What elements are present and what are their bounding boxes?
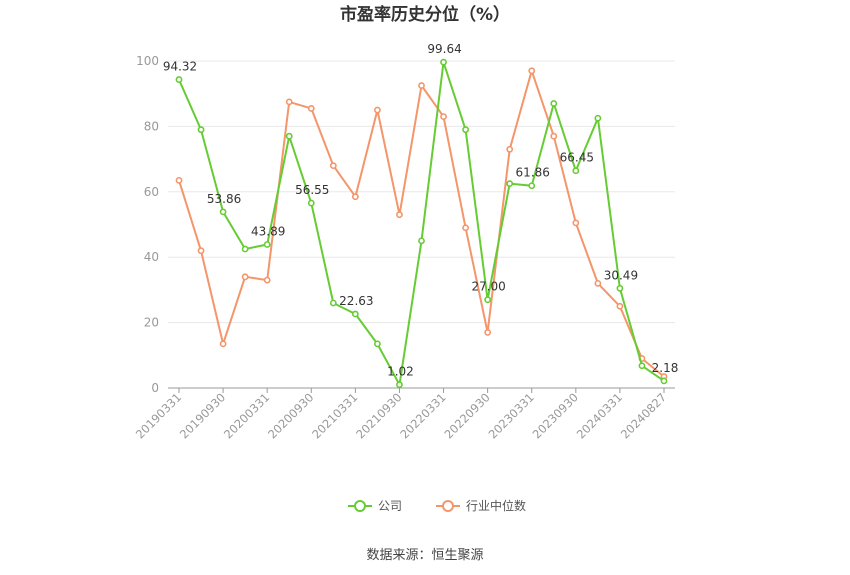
data-point [506, 145, 514, 153]
data-point [374, 340, 381, 348]
x-tick-label: 20230930 [530, 390, 581, 441]
data-label: 43.89 [251, 224, 285, 238]
legend-swatch-marker [354, 500, 366, 512]
source-note: 数据来源：恒生聚源 [366, 548, 483, 563]
data-point [307, 199, 315, 207]
x-tick-label: 20220930 [441, 390, 492, 441]
data-label: 99.64 [427, 42, 461, 56]
legend-label: 公司 [378, 499, 402, 513]
data-point [351, 310, 359, 318]
x-tick-label: 20190331 [133, 390, 184, 441]
data-label: 1.02 [387, 365, 414, 379]
legend[interactable]: 公司 行业中位数 [348, 498, 526, 513]
data-point [263, 276, 271, 284]
data-label: 53.86 [207, 192, 241, 206]
data-point [484, 296, 492, 304]
data-point [550, 100, 558, 107]
y-tick-label: 60 [144, 185, 159, 199]
data-label: 30.49 [604, 268, 638, 282]
x-tick-label: 20210331 [309, 390, 360, 441]
series-line [178, 61, 665, 386]
data-label: 94.32 [163, 60, 197, 74]
x-tick-label: 20200331 [221, 390, 272, 441]
data-label: 61.86 [516, 166, 550, 180]
data-point [241, 245, 249, 253]
data-point [638, 362, 646, 370]
x-tick-label: 20230331 [486, 390, 537, 441]
y-axis-ticks: 0 20 40 60 80 100 [136, 54, 159, 395]
data-point [396, 211, 403, 219]
y-tick-label: 40 [144, 250, 159, 264]
data-label: 56.55 [295, 183, 329, 197]
data-point [374, 106, 381, 114]
data-point [572, 219, 580, 227]
x-tick-label: 20220331 [397, 390, 448, 441]
data-point [285, 132, 293, 140]
data-point [660, 377, 668, 385]
data-point [329, 299, 337, 307]
data-point [418, 82, 425, 89]
data-point [241, 273, 249, 281]
x-tick-label: 20200930 [265, 390, 316, 441]
chart-title: 市盈率历史分位（%） [340, 4, 510, 25]
data-label: 27.00 [471, 280, 505, 294]
data-point [594, 114, 602, 122]
data-point [396, 381, 403, 389]
data-point [175, 176, 183, 184]
legend-item[interactable]: 行业中位数 [436, 498, 526, 513]
data-point [440, 113, 447, 120]
y-tick-label: 0 [151, 381, 159, 395]
x-axis: 2019033120190930202003312020093020210331… [133, 387, 675, 442]
data-point [418, 237, 425, 245]
data-point [307, 105, 315, 112]
data-point [616, 302, 624, 310]
data-point [594, 279, 602, 287]
x-tick-label: 20210930 [353, 390, 404, 441]
series-layer [175, 58, 668, 389]
data-point [462, 224, 469, 232]
y-tick-label: 80 [144, 119, 159, 133]
data-point [285, 98, 293, 106]
legend-label: 行业中位数 [466, 498, 526, 513]
data-point [329, 162, 337, 170]
data-point [197, 247, 205, 255]
x-tick-label: 20240827 [618, 390, 669, 441]
data-label: 66.45 [560, 151, 594, 165]
x-tick-label: 20190930 [177, 390, 228, 441]
data-point [351, 193, 359, 201]
legend-swatch-marker [442, 500, 454, 512]
data-point [197, 126, 205, 134]
data-point [440, 58, 447, 66]
data-label: 22.63 [339, 294, 373, 308]
data-point [528, 67, 536, 75]
data-point [484, 329, 492, 336]
data-point [219, 340, 227, 348]
y-tick-label: 20 [144, 316, 159, 330]
data-point [572, 167, 580, 175]
data-labels: 94.32 53.86 43.89 56.55 22.63 1.02 99.64 27.00 6… [163, 42, 679, 378]
data-point [550, 132, 558, 140]
data-point [616, 284, 624, 292]
data-point [263, 241, 271, 248]
data-point [175, 76, 183, 83]
x-tick-label: 20240331 [574, 390, 625, 441]
legend-item[interactable]: 公司 [348, 499, 402, 513]
data-point [462, 126, 469, 134]
data-point [506, 180, 514, 188]
grid-lines [168, 60, 675, 324]
data-point [219, 208, 227, 216]
data-label: 2.18 [652, 361, 679, 375]
y-tick-label: 100 [136, 54, 159, 68]
data-point [528, 182, 536, 190]
